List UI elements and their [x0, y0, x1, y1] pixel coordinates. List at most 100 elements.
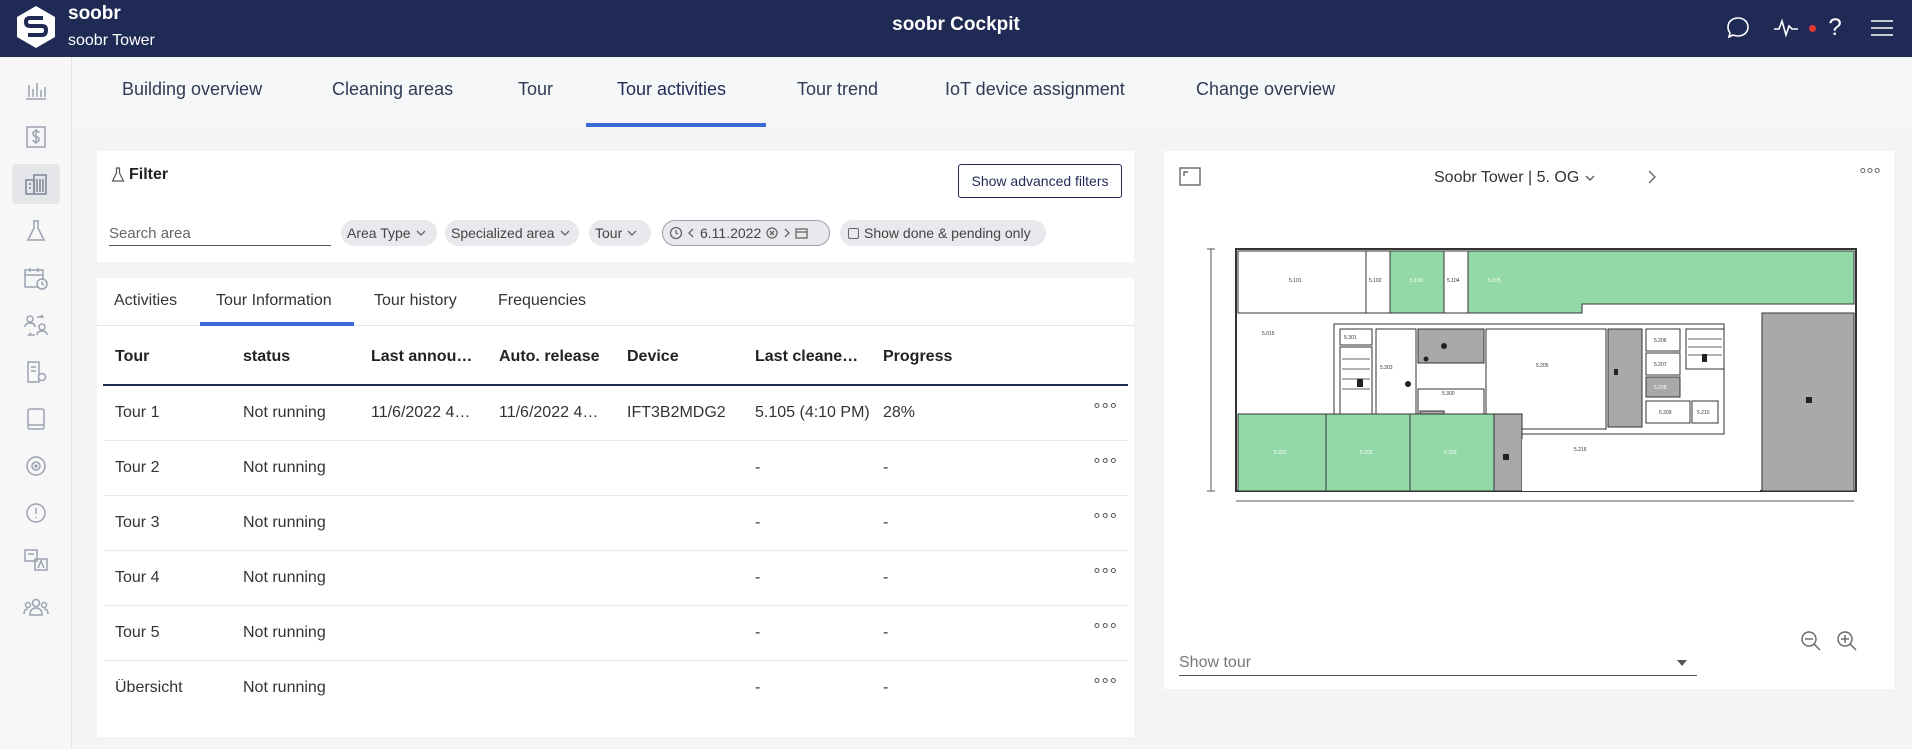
- zoom-in-icon[interactable]: [1835, 629, 1859, 653]
- room-5205[interactable]: [1485, 328, 1607, 430]
- cell-progress: -: [883, 569, 889, 586]
- sidebar-item-costs[interactable]: [12, 117, 60, 157]
- table-row[interactable]: Tour 4 Not running - - °°°: [103, 551, 1128, 606]
- subtab-tour-history[interactable]: Tour history: [374, 292, 457, 309]
- column-header-last-cleaned[interactable]: Last cleane…: [755, 348, 859, 365]
- room-5216[interactable]: [1522, 439, 1760, 491]
- room-5208[interactable]: [1645, 376, 1681, 398]
- subtab-frequencies[interactable]: Frequencies: [498, 292, 587, 309]
- room-5102[interactable]: [1365, 250, 1391, 314]
- tab-change-overview[interactable]: Change overview: [1196, 79, 1336, 99]
- zoom-out-icon[interactable]: [1799, 629, 1823, 653]
- brand-name: soobr: [68, 3, 121, 24]
- table-row[interactable]: Tour 1 Not running 11/6/2022 4… 11/6/202…: [103, 386, 1128, 441]
- tour-dropdown[interactable]: Tour: [589, 220, 651, 246]
- table-row[interactable]: Tour 3 Not running - - °°°: [103, 496, 1128, 551]
- room-5201[interactable]: [1237, 413, 1327, 492]
- column-header-status[interactable]: status: [243, 348, 291, 365]
- clear-date-icon[interactable]: [766, 227, 778, 239]
- selected-date: 6.11.2022: [700, 225, 762, 241]
- flask-icon: [26, 220, 46, 241]
- table-row[interactable]: Tour 2 Not running - - °°°: [103, 441, 1128, 496]
- floor-selector[interactable]: Soobr Tower | 5. OG: [1434, 169, 1595, 187]
- sidebar-item-buildings[interactable]: [12, 164, 60, 204]
- chat-icon[interactable]: [1722, 12, 1754, 44]
- row-menu-icon[interactable]: °°°: [1093, 510, 1118, 530]
- room-label: 5.216: [1574, 447, 1587, 453]
- building-name[interactable]: soobr Tower: [68, 32, 155, 49]
- tab-tour[interactable]: Tour: [518, 79, 554, 99]
- sidebar-item-reports[interactable]: [12, 352, 60, 392]
- checkbox[interactable]: [848, 227, 859, 239]
- room-label: 5.206: [1654, 338, 1667, 344]
- room-5209[interactable]: [1645, 400, 1691, 424]
- tab-cleaning-areas[interactable]: Cleaning areas: [332, 79, 454, 99]
- room-label: 5.210: [1697, 410, 1710, 416]
- map-menu-icon[interactable]: °°°: [1859, 164, 1881, 185]
- chevron-down-icon: [627, 230, 637, 236]
- fullscreen-icon[interactable]: [1178, 165, 1202, 189]
- subtab-activities[interactable]: Activities: [114, 292, 178, 309]
- search-area-input[interactable]: [109, 221, 331, 246]
- chevron-right-icon[interactable]: [783, 228, 791, 238]
- room-5301[interactable]: [1339, 328, 1373, 346]
- room-label: 5.303: [1380, 365, 1393, 371]
- room-5105[interactable]: [1467, 250, 1855, 314]
- sidebar-item-sensors[interactable]: [12, 446, 60, 486]
- history-icon[interactable]: [669, 226, 683, 240]
- sidebar-item-lab[interactable]: [12, 211, 60, 251]
- soobr-logo-icon[interactable]: [13, 4, 59, 50]
- row-menu-icon[interactable]: °°°: [1093, 565, 1118, 585]
- show-advanced-filters-button[interactable]: Show advanced filters: [958, 164, 1122, 198]
- sidebar-item-alerts[interactable]: [12, 493, 60, 533]
- column-header-auto-release[interactable]: Auto. release: [499, 348, 600, 365]
- room-5103[interactable]: [1389, 250, 1445, 314]
- row-menu-icon[interactable]: °°°: [1093, 620, 1118, 640]
- caret-down-icon: [1677, 659, 1687, 666]
- show-done-pending-toggle[interactable]: Show done & pending only: [840, 220, 1046, 246]
- tab-building-overview[interactable]: Building overview: [122, 79, 263, 99]
- activity-icon[interactable]: [1770, 12, 1802, 44]
- sidebar-item-dashboard[interactable]: [12, 70, 60, 110]
- sidebar-item-schedule[interactable]: [12, 258, 60, 298]
- chevron-left-icon[interactable]: [688, 228, 695, 238]
- app-title: soobr Cockpit: [892, 14, 1020, 35]
- specialized-area-dropdown[interactable]: Specialized area: [445, 220, 579, 246]
- help-icon[interactable]: ?: [1828, 14, 1842, 41]
- calendar-icon[interactable]: [795, 227, 808, 239]
- floor-plan[interactable]: 5.101 5.102 5.103 5.104 5.105 5.015 5.30…: [1194, 229, 1874, 509]
- sensor-icon: [26, 456, 46, 476]
- room-5303[interactable]: [1375, 328, 1417, 426]
- hamburger-menu-icon[interactable]: [1866, 12, 1898, 44]
- room-5207[interactable]: [1645, 352, 1681, 376]
- column-header-tour[interactable]: Tour: [115, 348, 150, 365]
- tour-information-panel: Activities Tour Information Tour history…: [97, 278, 1134, 737]
- room-5210[interactable]: [1691, 400, 1719, 424]
- tab-tour-activities[interactable]: Tour activities: [617, 79, 727, 99]
- show-tour-dropdown[interactable]: Show tour: [1179, 650, 1697, 676]
- tab-iot-device-assignment[interactable]: IoT device assignment: [945, 79, 1125, 99]
- room-5101[interactable]: [1237, 250, 1367, 314]
- column-header-device[interactable]: Device: [627, 348, 679, 365]
- sidebar-item-teams[interactable]: [12, 587, 60, 627]
- next-floor-icon[interactable]: [1642, 167, 1662, 187]
- tab-tour-trend[interactable]: Tour trend: [797, 79, 879, 99]
- row-menu-icon[interactable]: °°°: [1093, 675, 1118, 695]
- date-picker[interactable]: 6.11.2022: [662, 220, 830, 246]
- sidebar-item-devices[interactable]: [12, 399, 60, 439]
- subtab-tour-information[interactable]: Tour Information: [216, 292, 332, 309]
- table-row[interactable]: Tour 5 Not running - - °°°: [103, 606, 1128, 661]
- column-header-progress[interactable]: Progress: [883, 348, 953, 365]
- row-menu-icon[interactable]: °°°: [1093, 455, 1118, 475]
- area-type-dropdown[interactable]: Area Type: [341, 220, 437, 246]
- row-menu-icon[interactable]: °°°: [1093, 400, 1118, 420]
- sidebar-item-staff[interactable]: [12, 305, 60, 345]
- room-5206[interactable]: [1645, 328, 1681, 352]
- filter-title: Filter: [111, 166, 168, 184]
- cell-auto-release: 11/6/2022 4…: [499, 404, 599, 421]
- room-5202[interactable]: [1325, 413, 1411, 492]
- table-row[interactable]: Übersicht Not running - - °°°: [103, 661, 1128, 716]
- cell-last-cleaned: 5.105 (4:10 PM): [755, 404, 870, 421]
- column-header-last-announced[interactable]: Last announ…: [371, 348, 481, 365]
- sidebar-item-translations[interactable]: [12, 540, 60, 580]
